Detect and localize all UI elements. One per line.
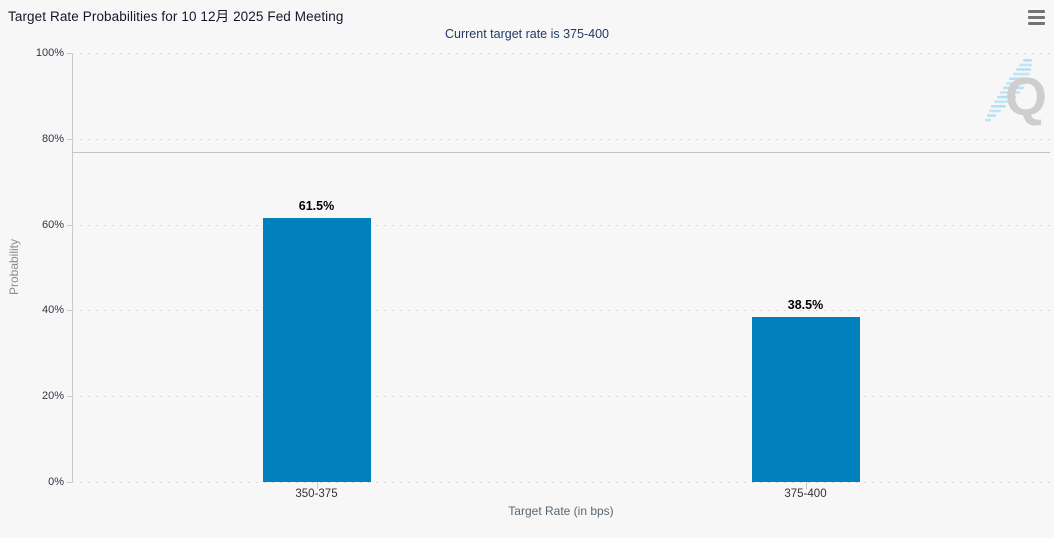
hamburger-menu-icon[interactable] — [1025, 7, 1047, 27]
reference-line — [72, 151, 1050, 153]
gridline-100 — [72, 53, 1050, 54]
x-category-label: 350-375 — [295, 488, 338, 500]
y-axis-tick — [67, 482, 72, 483]
y-axis-tick — [67, 53, 72, 54]
y-axis-tick — [67, 224, 72, 226]
y-tick-label: 60% — [41, 218, 64, 231]
hamburger-bar — [1027, 15, 1045, 19]
gridline-0 — [72, 482, 1050, 483]
y-tick-label: 40% — [41, 304, 64, 317]
gridline-20 — [72, 396, 1050, 398]
gridline-40 — [72, 310, 1050, 312]
watermark-letter: Q — [1005, 67, 1047, 127]
y-tick-label: 20% — [41, 390, 64, 403]
y-tick-label: 100% — [35, 47, 64, 59]
bar-350-375[interactable] — [262, 218, 371, 482]
gridline-60 — [72, 224, 1050, 226]
y-axis-title: Probability — [7, 238, 21, 296]
bar-375-400[interactable] — [751, 316, 860, 482]
gridline-80 — [72, 138, 1050, 140]
hamburger-bar — [1027, 9, 1045, 13]
bar-value-label: 38.5% — [787, 297, 824, 312]
x-axis-title: Target Rate (in bps) — [508, 504, 614, 518]
y-tick-label: 0% — [48, 476, 64, 488]
page-title: Target Rate Probabilities for 10 12月 202… — [8, 9, 344, 24]
y-axis-line — [72, 53, 73, 483]
chart-subtitle: Current target rate is 375-400 — [445, 27, 609, 41]
x-category-label: 375-400 — [784, 488, 827, 500]
x-axis-tick — [316, 482, 318, 489]
y-tick-label: 80% — [41, 132, 64, 145]
hamburger-bar — [1027, 21, 1045, 25]
y-axis-tick — [67, 138, 72, 140]
y-axis-tick — [67, 396, 72, 398]
quikstrike-q-watermark-icon: Q — [977, 55, 1049, 133]
y-axis-tick — [67, 310, 72, 312]
x-axis-tick — [805, 482, 807, 489]
plot-area: Q 61.5% 38.5% — [72, 53, 1050, 483]
bar-value-label: 61.5% — [298, 199, 335, 214]
